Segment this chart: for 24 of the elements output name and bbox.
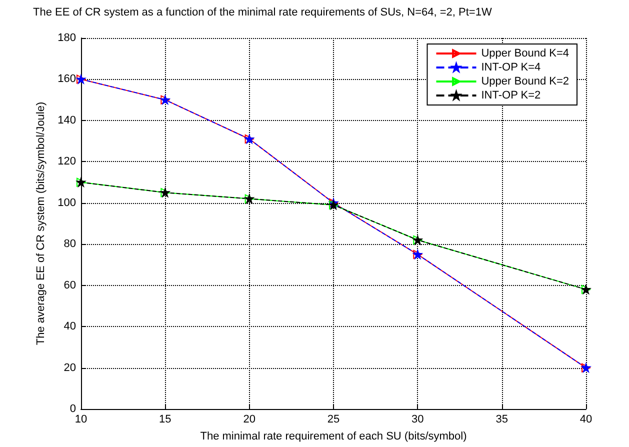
- y-tick-label: 60: [64, 279, 76, 292]
- x-tick-label: 35: [496, 414, 508, 426]
- x-tick-label: 30: [412, 414, 424, 426]
- y-tick-label: 140: [58, 114, 76, 126]
- y-tick-label: 40: [64, 320, 76, 333]
- y-tick-label: 100: [58, 196, 76, 209]
- legend-label: Upper Bound K=4: [481, 48, 570, 60]
- legend-label: INT-OP K=2: [481, 90, 541, 102]
- x-tick-label: 20: [243, 414, 256, 426]
- y-tick-label: 20: [64, 362, 76, 374]
- x-tick-label: 10: [74, 414, 88, 426]
- y-tick-label: 160: [58, 73, 76, 86]
- x-axis-title: The minimal rate requirement of each SU (bits/symbol): [200, 430, 467, 442]
- x-tick-label: 15: [159, 414, 172, 426]
- y-tick-label: 120: [58, 156, 76, 168]
- y-axis-title: The average EE of CR system (bits/symbol/Joule): [35, 102, 48, 346]
- legend-label: Upper Bound K=2: [481, 76, 570, 88]
- x-tick-label: 40: [580, 414, 592, 426]
- y-tick-label: 180: [58, 32, 76, 44]
- x-tick-label: 25: [327, 414, 340, 426]
- y-tick-label: 0: [70, 403, 76, 415]
- y-tick-label: 80: [64, 238, 76, 250]
- chart-title: The EE of CR system as a function of the minimal rate requirements of SUs, N=64, =2, Pt=1W: [33, 6, 492, 18]
- legend-label: INT-OP K=4: [481, 62, 541, 74]
